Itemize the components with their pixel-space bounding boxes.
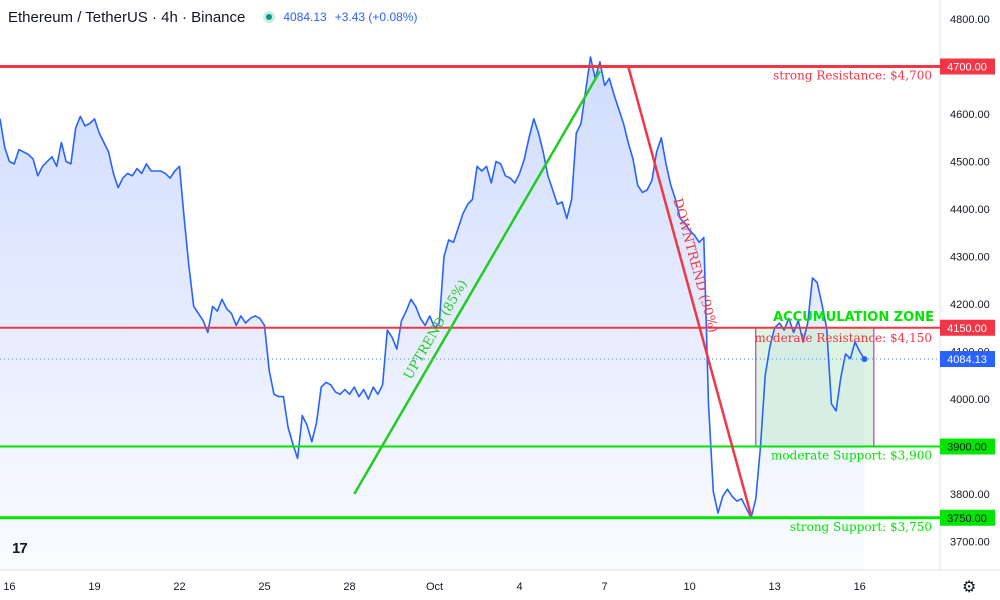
- y-tick-label: 4200.00: [950, 299, 990, 311]
- market-status-icon: [263, 11, 276, 23]
- y-tick-label: 4600.00: [950, 109, 990, 121]
- resistance-level-label: strong Resistance: $4,700: [773, 69, 932, 83]
- accumulation-zone-label: ACCUMULATION ZONE: [773, 310, 934, 325]
- gear-icon[interactable]: ⚙: [962, 579, 977, 596]
- x-tick-label: 13: [769, 581, 781, 593]
- symbol-title[interactable]: Ethereum / TetherUS · 4h · Binance: [8, 8, 246, 26]
- y-tick-label: 4000.00: [950, 394, 990, 406]
- y-tick-label: 4400.00: [950, 204, 990, 216]
- resistance-price-tag: [940, 58, 995, 75]
- current-price-marker: [861, 356, 868, 363]
- chart-header: Ethereum / TetherUS · 4h · Binance 4084.…: [8, 6, 417, 28]
- support-level-label: strong Support: $3,750: [790, 520, 932, 534]
- last-price: 4084.13: [283, 10, 327, 24]
- support-price-tag: [940, 438, 995, 455]
- x-tick-label: 28: [343, 581, 355, 593]
- tradingview-logo-icon[interactable]: 17: [12, 540, 28, 557]
- y-tick-label: 3800.00: [950, 489, 990, 501]
- downtrend-line: [627, 66, 753, 516]
- y-tick-label: 3700.00: [950, 537, 990, 549]
- resistance-price-tag-label: 4700.00: [947, 62, 987, 74]
- y-tick-label: 4300.00: [950, 252, 990, 264]
- resistance-level-label: moderate Resistance: $4,150: [754, 331, 932, 345]
- x-tick-label: 7: [602, 581, 608, 593]
- support-price-tag: [940, 509, 995, 526]
- uptrend-line: [353, 70, 601, 495]
- price-change: +3.43 (+0.08%): [334, 10, 418, 24]
- current-price-tag: [940, 351, 995, 368]
- x-tick-label: 16: [3, 581, 15, 593]
- support-level-label: moderate Support: $3,900: [771, 449, 932, 463]
- price-area: [0, 57, 865, 570]
- x-tick-label: 16: [854, 581, 866, 593]
- x-tick-label: 19: [88, 581, 100, 593]
- resistance-price-tag-label: 4150.00: [947, 323, 987, 335]
- price-line: [0, 56, 866, 519]
- x-tick-label: 10: [684, 581, 696, 593]
- y-tick-label: 4800.00: [950, 14, 990, 26]
- x-tick-label: 4: [517, 581, 523, 593]
- support-price-tag-label: 3900.00: [947, 442, 987, 454]
- x-tick-label: Oct: [426, 581, 443, 593]
- support-price-tag-label: 3750.00: [947, 513, 987, 525]
- x-tick-label: 22: [173, 581, 185, 593]
- current-price-tag-label: 4084.13: [947, 354, 987, 366]
- resistance-price-tag: [940, 319, 995, 336]
- y-tick-label: 4500.00: [950, 157, 990, 169]
- x-tick-label: 25: [258, 581, 270, 593]
